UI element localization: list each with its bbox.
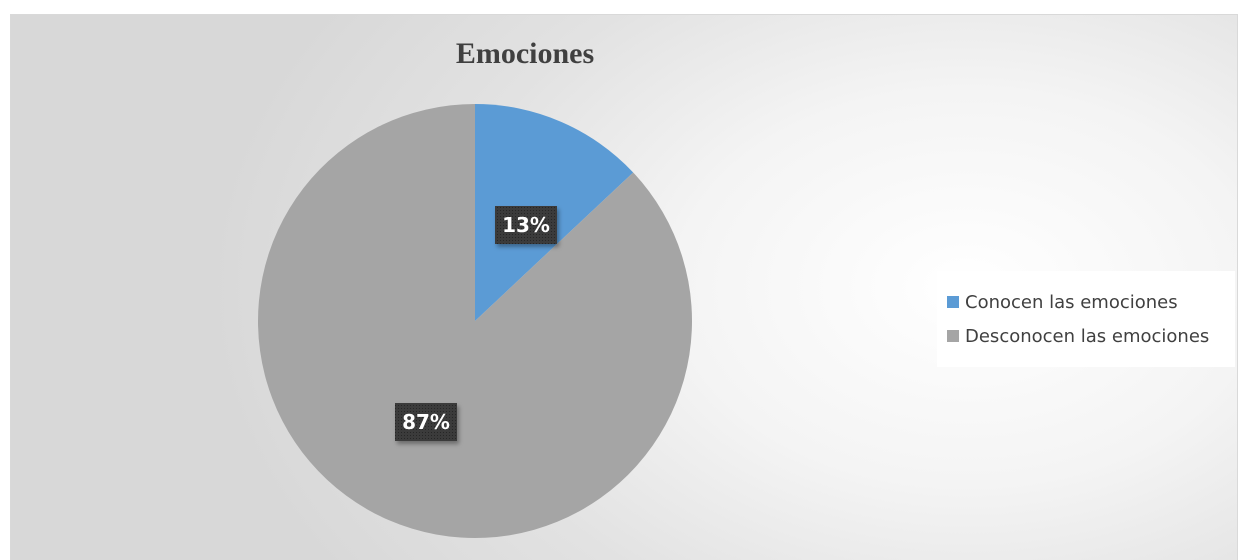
data-label-box xyxy=(495,206,557,244)
legend-swatch-conocen xyxy=(947,296,959,308)
legend-label-conocen: Conocen las emociones xyxy=(965,291,1178,313)
legend-label-desconocen: Desconocen las emociones xyxy=(965,325,1210,347)
chart-area: Emociones 13% 87% Conocen las emociones D… xyxy=(10,14,1238,560)
data-label-text: 13% xyxy=(502,213,550,237)
legend-item-conocen: Conocen las emociones xyxy=(947,285,1235,319)
legend-swatch-desconocen xyxy=(947,330,959,342)
data-label-text: 87% xyxy=(402,410,450,434)
data-label-box xyxy=(395,403,457,441)
legend-item-desconocen: Desconocen las emociones xyxy=(947,319,1235,353)
data-label-desconocen: 87% xyxy=(395,403,457,441)
pie-slice-desconocen xyxy=(258,104,693,538)
data-label-conocen: 13% xyxy=(495,206,557,244)
legend: Conocen las emociones Desconocen las emo… xyxy=(937,271,1235,367)
pie-chart: 13% 87% xyxy=(258,104,693,538)
chart-title: Emociones xyxy=(455,37,595,70)
